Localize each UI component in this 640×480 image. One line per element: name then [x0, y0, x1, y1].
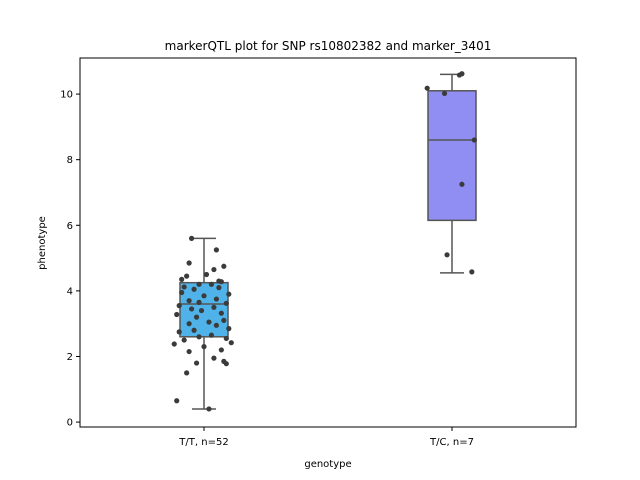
- y-axis-label: phenotype: [37, 216, 48, 270]
- y-axis: 0 2 4 6 8 10: [60, 90, 80, 429]
- data-point: [201, 344, 207, 350]
- data-point: [176, 303, 182, 309]
- x-tick-label: T/C, n=7: [429, 437, 474, 448]
- y-tick-label: 8: [67, 155, 73, 166]
- data-point: [186, 321, 192, 327]
- axes-frame: [79, 57, 577, 428]
- data-point: [174, 398, 180, 404]
- data-point: [193, 360, 200, 366]
- data-point: [186, 298, 192, 304]
- x-axis: T/T, n=52 T/C, n=7: [178, 427, 474, 448]
- data-point: [226, 291, 232, 297]
- data-point: [176, 329, 182, 335]
- data-point: [228, 340, 234, 346]
- data-point: [459, 181, 465, 187]
- data-point: [211, 266, 217, 273]
- x-axis-label: genotype: [304, 459, 351, 470]
- data-point: [196, 334, 202, 340]
- y-tick-label: 0: [67, 418, 73, 429]
- y-tick-label: 4: [67, 286, 73, 297]
- data-point: [216, 285, 222, 291]
- data-point: [226, 326, 232, 332]
- data-point: [193, 314, 200, 320]
- x-tick-label: T/T, n=52: [178, 437, 228, 448]
- data-point: [213, 296, 219, 302]
- data-point: [184, 370, 190, 376]
- data-point: [196, 281, 202, 287]
- data-point: [459, 71, 465, 77]
- data-point: [213, 322, 219, 328]
- data-point: [184, 273, 190, 279]
- data-point: [201, 293, 207, 299]
- data-point: [441, 90, 448, 97]
- boxes: [179, 73, 477, 410]
- data-point: [189, 306, 195, 312]
- data-point: [221, 317, 227, 323]
- data-point: [203, 271, 210, 278]
- data-point: [424, 85, 430, 91]
- data-point: [218, 310, 224, 316]
- data-point: [221, 263, 227, 269]
- iqr-box: [179, 281, 229, 338]
- data-point: [216, 278, 222, 284]
- box-group: [179, 237, 229, 410]
- data-point: [469, 269, 475, 275]
- y-tick-label: 2: [67, 352, 73, 363]
- data-point: [223, 335, 229, 342]
- data-point: [171, 341, 177, 347]
- data-point: [179, 289, 185, 296]
- data-point: [211, 304, 217, 310]
- data-point: [208, 332, 215, 338]
- data-point: [223, 361, 229, 367]
- y-tick-label: 6: [67, 221, 73, 232]
- plot-area: [79, 57, 577, 428]
- data-point: [444, 252, 450, 258]
- box-group: [427, 73, 477, 274]
- iqr-box: [427, 90, 477, 222]
- data-point: [471, 137, 477, 143]
- data-point: [213, 247, 219, 253]
- data-point: [191, 327, 197, 333]
- data-point: [198, 307, 205, 314]
- data-point: [181, 337, 187, 343]
- data-point: [206, 406, 212, 412]
- y-tick-label: 10: [60, 90, 73, 101]
- data-point: [196, 299, 202, 305]
- data-point: [189, 235, 195, 241]
- data-point: [218, 347, 224, 353]
- data-point: [223, 300, 229, 306]
- data-points: [171, 71, 477, 412]
- data-point: [186, 260, 192, 266]
- data-point: [211, 355, 217, 361]
- data-point: [179, 276, 185, 282]
- chart-title: markerQTL plot for SNP rs10802382 and ma…: [165, 39, 492, 53]
- data-point: [181, 284, 187, 290]
- data-point: [208, 281, 215, 287]
- data-point: [174, 311, 180, 318]
- data-point: [206, 319, 212, 325]
- data-point: [186, 348, 192, 355]
- data-point: [191, 286, 197, 292]
